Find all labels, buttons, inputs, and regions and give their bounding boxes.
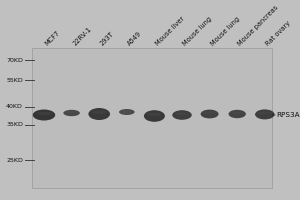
Ellipse shape: [63, 110, 80, 116]
Ellipse shape: [119, 109, 135, 115]
Ellipse shape: [36, 112, 52, 115]
Ellipse shape: [231, 111, 243, 114]
Text: 22RV-1: 22RV-1: [72, 26, 92, 47]
Text: Mouse lung: Mouse lung: [182, 16, 213, 47]
Text: MCF7: MCF7: [44, 30, 61, 47]
Text: RPS3A: RPS3A: [277, 112, 300, 118]
Text: Rat ovary: Rat ovary: [265, 20, 292, 47]
Text: Mouse lung: Mouse lung: [210, 16, 241, 47]
Text: A549: A549: [127, 31, 143, 47]
Text: 40KD: 40KD: [6, 104, 23, 110]
Text: 35KD: 35KD: [6, 122, 23, 128]
Ellipse shape: [201, 110, 219, 118]
Ellipse shape: [33, 109, 55, 120]
Text: Mouse pancreas: Mouse pancreas: [237, 4, 280, 47]
Text: 55KD: 55KD: [6, 77, 23, 82]
Text: 70KD: 70KD: [6, 58, 23, 62]
Ellipse shape: [203, 111, 216, 114]
Ellipse shape: [88, 108, 110, 120]
Ellipse shape: [92, 110, 107, 114]
Ellipse shape: [229, 110, 246, 118]
Ellipse shape: [258, 111, 272, 114]
Ellipse shape: [147, 113, 162, 116]
Ellipse shape: [172, 110, 192, 120]
Text: Mouse liver: Mouse liver: [154, 16, 186, 47]
Text: 293T: 293T: [99, 31, 115, 47]
Text: 25KD: 25KD: [6, 158, 23, 162]
Ellipse shape: [144, 110, 165, 122]
Ellipse shape: [66, 111, 77, 113]
Ellipse shape: [121, 110, 132, 112]
FancyBboxPatch shape: [32, 48, 272, 188]
Ellipse shape: [255, 109, 274, 119]
Ellipse shape: [175, 112, 189, 115]
